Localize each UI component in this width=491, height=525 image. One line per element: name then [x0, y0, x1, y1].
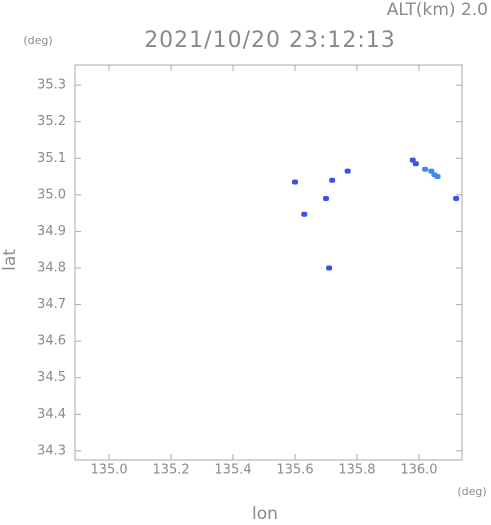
y-tick-label: 35.0	[37, 187, 66, 202]
y-tick-label: 34.5	[37, 370, 66, 385]
radar-echo	[453, 195, 460, 201]
radar-echo	[422, 166, 429, 172]
x-tick-label: 135.4	[214, 463, 251, 478]
y-tick-label: 34.9	[37, 224, 66, 239]
y-tick-label: 34.6	[37, 334, 66, 349]
radar-echo	[301, 211, 308, 217]
x-tick-label: 135.2	[152, 463, 189, 478]
y-unit: (deg)	[23, 34, 52, 47]
x-axis-label: lon	[252, 504, 278, 521]
x-unit: (deg)	[457, 485, 486, 498]
altitude: ALT(km) 2.0	[387, 0, 488, 20]
radar-echo	[344, 168, 351, 174]
x-tick-label: 135.0	[90, 463, 127, 478]
radar-echo	[329, 177, 336, 183]
y-tick-label: 35.1	[37, 151, 66, 166]
y-tick-label: 34.8	[37, 260, 66, 275]
y-tick-label: 35.3	[37, 78, 66, 93]
y-tick-label: 34.3	[37, 443, 66, 458]
radar-echo	[326, 265, 333, 271]
x-tick-label: 135.8	[338, 463, 375, 478]
radar-echo	[291, 179, 298, 185]
x-tick-label: 135.6	[276, 463, 313, 478]
radar-echo	[412, 161, 419, 167]
radar-echo	[434, 174, 441, 180]
plot-frame	[74, 64, 463, 461]
y-tick-label: 34.4	[37, 407, 66, 422]
y-tick-label: 35.2	[37, 114, 66, 129]
y-tick-label: 34.7	[37, 297, 66, 312]
radar-echo	[322, 195, 329, 201]
y-axis-label: lat	[0, 249, 20, 271]
x-tick-label: 136.0	[400, 463, 437, 478]
chart-title: 2021/10/20 23:12:13	[144, 28, 396, 53]
